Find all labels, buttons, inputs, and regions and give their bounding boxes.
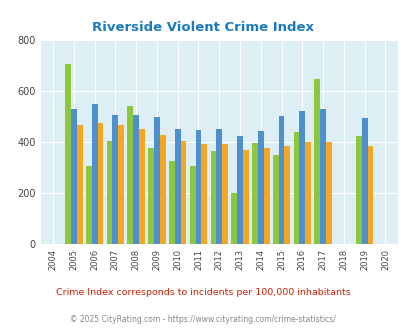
Bar <box>160 135 165 244</box>
Bar <box>127 106 133 244</box>
Bar <box>175 129 180 244</box>
Bar <box>153 117 160 244</box>
Bar <box>180 141 186 244</box>
Bar <box>118 125 124 244</box>
Bar <box>325 143 331 244</box>
Bar <box>305 143 310 244</box>
Bar <box>298 111 305 244</box>
Bar <box>86 166 92 244</box>
Bar <box>278 116 284 244</box>
Text: © 2025 CityRating.com - https://www.cityrating.com/crime-statistics/: © 2025 CityRating.com - https://www.city… <box>70 315 335 324</box>
Bar <box>242 149 248 244</box>
Bar <box>222 145 227 244</box>
Bar <box>201 145 207 244</box>
Bar <box>252 143 257 244</box>
Bar <box>97 123 103 244</box>
Bar <box>77 125 82 244</box>
Bar <box>210 151 216 244</box>
Bar <box>133 115 139 244</box>
Bar <box>355 136 361 244</box>
Bar <box>272 155 278 244</box>
Bar <box>231 193 237 244</box>
Bar <box>107 141 112 244</box>
Bar <box>284 146 290 244</box>
Bar <box>293 132 298 244</box>
Bar <box>367 146 373 244</box>
Text: Riverside Violent Crime Index: Riverside Violent Crime Index <box>92 21 313 34</box>
Bar <box>71 109 77 244</box>
Text: Crime Index corresponds to incidents per 100,000 inhabitants: Crime Index corresponds to incidents per… <box>55 287 350 297</box>
Bar <box>65 64 71 244</box>
Bar <box>112 115 118 244</box>
Bar <box>195 130 201 244</box>
Bar <box>148 148 153 244</box>
Bar <box>92 104 97 244</box>
Bar <box>257 131 263 244</box>
Bar <box>361 117 367 244</box>
Bar <box>189 166 195 244</box>
Bar <box>263 148 269 244</box>
Bar <box>237 136 242 244</box>
Bar <box>320 109 325 244</box>
Bar <box>139 129 145 244</box>
Bar <box>168 161 175 244</box>
Bar <box>216 129 222 244</box>
Bar <box>313 79 320 244</box>
